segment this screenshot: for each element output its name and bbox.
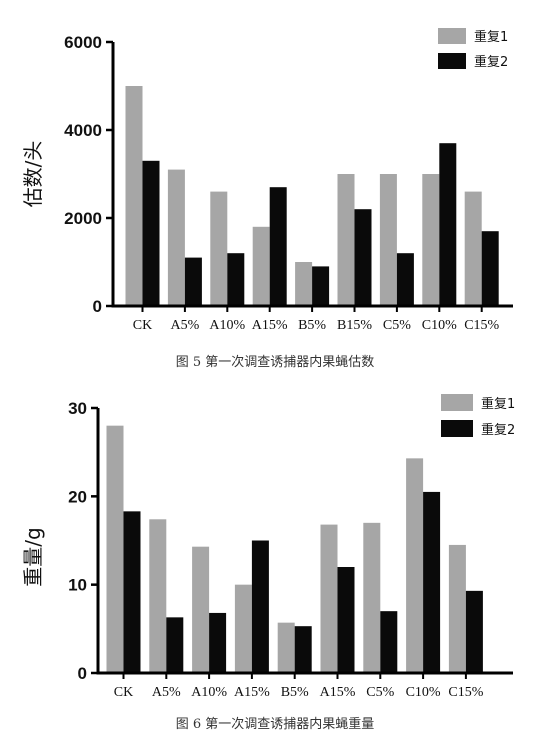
bar-rep2-7 xyxy=(396,253,414,306)
bar-rep1-1 xyxy=(125,86,143,306)
bar-rep2-4 xyxy=(251,540,269,673)
bar-rep2-1 xyxy=(123,511,141,673)
x-tick-label: A10% xyxy=(191,685,227,700)
bar-rep1-5 xyxy=(295,262,313,306)
x-tick-label: A15% xyxy=(252,318,288,333)
x-tick-label: C15% xyxy=(464,318,499,333)
bar-rep1-4 xyxy=(234,584,252,673)
x-tick-label: B5% xyxy=(298,318,326,333)
x-tick-label: A10% xyxy=(209,318,245,333)
x-tick-label: CK xyxy=(133,318,152,333)
bar-rep2-9 xyxy=(481,231,499,306)
x-tick-label: A5% xyxy=(171,318,200,333)
bar-rep2-2 xyxy=(184,257,202,306)
x-tick-label: C5% xyxy=(366,685,394,700)
bar-rep2-8 xyxy=(439,143,457,306)
legend-label-rep2: 重复2 xyxy=(474,54,508,70)
x-tick-label: C10% xyxy=(406,685,441,700)
bar-rep2-6 xyxy=(354,209,372,306)
bar-rep1-8 xyxy=(406,458,424,673)
bar-rep1-8 xyxy=(422,174,440,306)
chart-fig6: 0 10 20 30 CK A5% A10% A15% B5% A15% C5% C10% C15% 重量… xyxy=(21,394,515,732)
legend-label-rep1: 重复1 xyxy=(474,29,508,45)
bar-rep1-4 xyxy=(252,226,270,306)
y-tick-label: 4000 xyxy=(64,121,102,140)
y-tick-label: 30 xyxy=(68,399,87,418)
legend-label-rep1: 重复1 xyxy=(481,396,515,412)
figure-caption: 图 6 第一次调查诱捕器内果蝇重量 xyxy=(176,716,375,732)
bar-rep2-5 xyxy=(312,266,330,306)
x-tick-label: C10% xyxy=(422,318,457,333)
y-tick-label: 0 xyxy=(78,664,87,683)
legend-label-rep2: 重复2 xyxy=(481,422,515,438)
y-tick-label: 20 xyxy=(68,487,87,506)
bar-rep2-1 xyxy=(142,160,160,306)
bar-rep2-2 xyxy=(166,617,184,673)
bar-rep2-9 xyxy=(465,590,483,673)
bar-rep1-1 xyxy=(106,425,124,673)
y-axis-label: 重量/g xyxy=(21,527,45,586)
y-tick-label: 2000 xyxy=(64,209,102,228)
bar-rep2-5 xyxy=(294,626,312,673)
legend-swatch-rep1 xyxy=(438,28,466,44)
y-axis-label: 估数/头 xyxy=(21,141,45,208)
x-tick-label: B5% xyxy=(281,685,309,700)
bar-rep1-9 xyxy=(448,544,466,673)
bar-rep1-6 xyxy=(320,524,338,673)
legend-swatch-rep2 xyxy=(438,53,466,69)
bar-rep2-8 xyxy=(423,491,441,673)
x-tick-label: A15% xyxy=(320,685,356,700)
bar-rep2-4 xyxy=(269,187,287,306)
y-tick-label: 0 xyxy=(93,297,102,316)
bar-rep1-6 xyxy=(337,174,355,306)
bar-rep1-9 xyxy=(464,191,482,306)
x-tick-label: B15% xyxy=(337,318,372,333)
chart-fig5: 0 2000 4000 6000 CK A5% A10% A15% B5% B15% C5% C10%… xyxy=(21,28,513,370)
y-tick-label: 6000 xyxy=(64,33,102,52)
bar-rep1-2 xyxy=(167,169,185,306)
bar-rep1-7 xyxy=(379,174,397,306)
x-tick-label: A5% xyxy=(152,685,181,700)
bar-rep1-5 xyxy=(277,622,295,673)
x-tick-label: C5% xyxy=(383,318,411,333)
legend-swatch-rep2 xyxy=(441,420,473,437)
figure-caption: 图 5 第一次调查诱捕器内果蝇估数 xyxy=(176,354,375,370)
bar-rep1-2 xyxy=(149,519,167,673)
bar-rep2-7 xyxy=(380,611,398,673)
x-tick-label: CK xyxy=(114,685,133,700)
legend-swatch-rep1 xyxy=(441,394,473,411)
bar-rep1-7 xyxy=(363,522,381,673)
bar-rep1-3 xyxy=(210,191,228,306)
bar-rep2-3 xyxy=(209,612,227,673)
bar-rep2-6 xyxy=(337,567,355,673)
y-tick-label: 10 xyxy=(68,576,87,595)
x-tick-label: A15% xyxy=(234,685,270,700)
bar-rep2-3 xyxy=(227,253,245,306)
bar-rep1-3 xyxy=(192,546,210,673)
x-tick-label: C15% xyxy=(448,685,483,700)
